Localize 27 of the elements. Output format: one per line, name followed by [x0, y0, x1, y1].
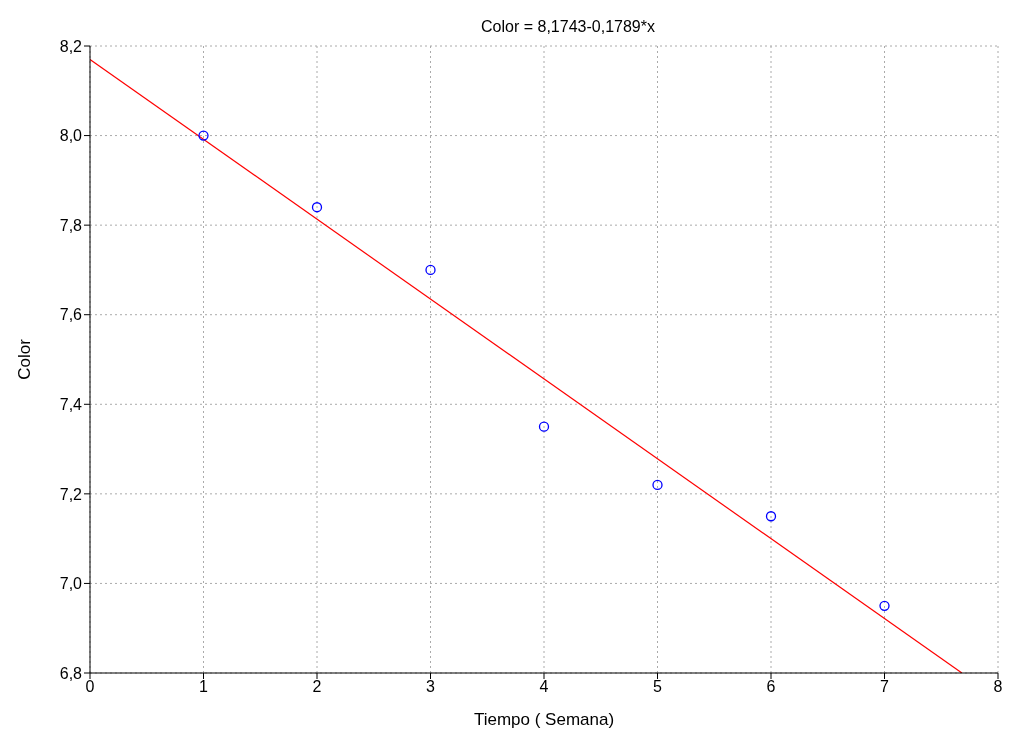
point [652, 479, 663, 491]
point [538, 421, 550, 432]
point [198, 130, 209, 141]
x-tick-label: 7 [880, 678, 890, 696]
y-tick-label: 7,6 [59, 306, 83, 324]
point [311, 202, 323, 213]
x-axis-title: Tiempo ( Semana) [473, 710, 615, 729]
x-tick-label: 2 [312, 678, 322, 696]
x-tick-label: 0 [85, 678, 95, 696]
y-axis-title: Color [15, 338, 35, 380]
y-tick-label: 6,8 [59, 664, 83, 682]
y-tick-label: 7,2 [59, 485, 83, 503]
chart-title: Color = 8,1743-0,1789*x [481, 18, 655, 35]
point [425, 264, 436, 276]
y-tick-label: 7,8 [59, 216, 83, 234]
y-tick-label: 8,0 [59, 127, 83, 145]
x-tick-label: 5 [653, 678, 663, 696]
point [879, 600, 890, 611]
x-tick-label: 6 [766, 678, 776, 696]
y-tick-label: 7,4 [59, 395, 83, 413]
x-tick-label: 3 [426, 678, 436, 696]
x-tick-label: 1 [199, 678, 209, 696]
point [765, 511, 777, 522]
x-tick-label: 8 [993, 678, 1003, 696]
y-tick-label: 7,0 [59, 575, 83, 593]
x-tick-label: 4 [539, 678, 549, 696]
y-tick-label: 8,2 [59, 37, 83, 55]
